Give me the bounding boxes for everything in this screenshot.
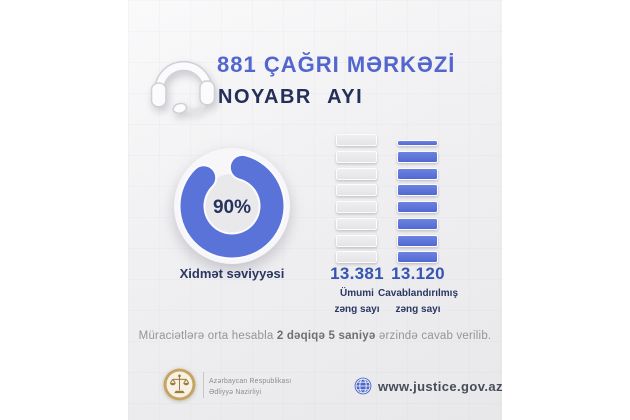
donut-hole bbox=[200, 174, 264, 238]
bar-segment bbox=[397, 139, 438, 146]
bar-segment bbox=[397, 201, 438, 213]
bar-segment bbox=[397, 251, 438, 264]
ministry-of-justice-emblem-icon bbox=[163, 368, 196, 401]
average-response-time-sentence: Müraciətlərə orta hesabla 2 dəqiqə 5 san… bbox=[128, 330, 502, 342]
bar-segment bbox=[397, 150, 438, 163]
ministry-name-line1: Azərbaycan Respublikası bbox=[209, 378, 292, 385]
page-subtitle: NOYABR AYI bbox=[218, 86, 364, 108]
answered-calls-label-line2: zəng sayı bbox=[395, 303, 441, 315]
infographic-panel: 881 ÇAĞRI MƏRKƏZİ NOYABR AYI 90% Xidmət … bbox=[128, 0, 503, 420]
bar-segment bbox=[397, 234, 438, 247]
bar-segment bbox=[336, 234, 377, 247]
answered-calls-label-line1: Cavablandırılmış bbox=[377, 288, 459, 299]
donut-arc-90pct bbox=[180, 155, 284, 258]
answered-calls-label: Cavablandırılmış zəng sayı bbox=[370, 286, 466, 317]
donut-caption: Xidmət səviyyəsi bbox=[179, 266, 285, 281]
summary-bold-duration: 2 dəqiqə 5 saniyə bbox=[276, 330, 376, 342]
answered-calls-bar-stack bbox=[397, 134, 438, 264]
total-calls-label: Ümumi zəng sayı bbox=[309, 286, 405, 317]
ministry-name-line2: Ədliyyə Nazirliyi bbox=[209, 389, 262, 397]
website-url: www.justice.gov.az bbox=[378, 379, 503, 394]
ministry-name: Azərbaycan Respublikası Ədliyyə Nazirliy… bbox=[209, 376, 291, 399]
total-calls-label-line2: zəng sayı bbox=[334, 303, 380, 315]
total-calls-bar-stack bbox=[336, 134, 377, 264]
answered-calls-value: 13.120 bbox=[391, 264, 445, 283]
bar-segment bbox=[336, 251, 377, 264]
bar-segment bbox=[336, 217, 377, 230]
bar-segment bbox=[336, 201, 377, 213]
bar-segment bbox=[336, 150, 377, 163]
summary-prefix: Müraciətlərə orta hesabla bbox=[138, 330, 277, 342]
summary-suffix: ərzində cavab verilib. bbox=[375, 330, 492, 342]
bar-segment bbox=[397, 217, 438, 230]
total-calls-label-line1: Ümumi bbox=[340, 288, 374, 299]
bar-segment bbox=[336, 184, 377, 197]
globe-icon bbox=[354, 377, 372, 395]
footer-divider bbox=[203, 372, 204, 398]
total-calls-value: 13.381 bbox=[330, 264, 384, 283]
page-title: 881 ÇAĞRI MƏRKƏZİ bbox=[217, 52, 456, 77]
headset-icon bbox=[150, 60, 216, 114]
bar-segment bbox=[336, 134, 377, 146]
service-level-donut-chart: 90% bbox=[174, 148, 290, 264]
bar-segment bbox=[336, 167, 377, 180]
donut-center-label: 90% bbox=[213, 197, 251, 218]
bar-segment bbox=[397, 184, 438, 197]
bar-segment bbox=[397, 167, 438, 180]
